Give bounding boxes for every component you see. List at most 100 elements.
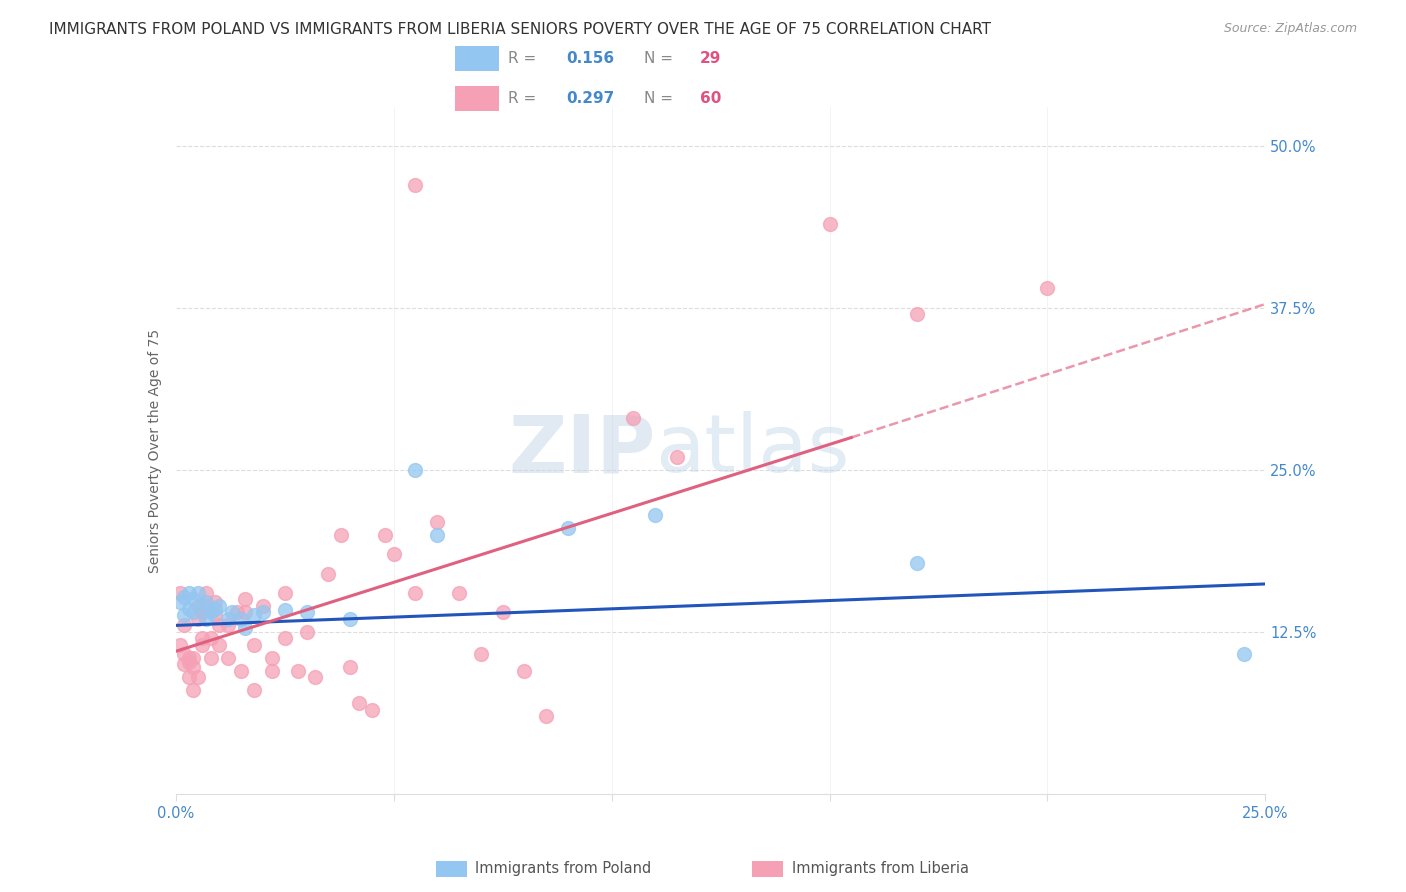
Point (200, 650, 222, 665)
Point (252, 599, 274, 613)
Text: 0.297: 0.297 (567, 91, 614, 105)
Point (295, 606, 318, 620)
Point (470, 647, 492, 661)
Point (644, 508, 666, 523)
Text: Immigrants from Poland: Immigrants from Poland (475, 862, 651, 876)
Point (208, 638, 231, 652)
Y-axis label: Seniors Poverty Over the Age of 75: Seniors Poverty Over the Age of 75 (148, 328, 162, 573)
Point (405, 586, 427, 600)
Point (204, 608, 226, 623)
Point (177, 670, 200, 684)
Point (181, 650, 204, 665)
Text: R =: R = (508, 52, 541, 66)
Text: ZIP: ZIP (508, 411, 655, 490)
Point (208, 618, 231, 632)
Point (252, 606, 274, 620)
Bar (456, 46, 499, 71)
Point (295, 624, 318, 639)
Point (177, 586, 200, 600)
Point (243, 638, 266, 652)
Point (274, 586, 297, 600)
Point (235, 592, 257, 607)
Point (181, 592, 204, 607)
Point (231, 664, 253, 678)
Point (200, 606, 222, 620)
Point (177, 655, 200, 669)
Point (173, 657, 195, 672)
Point (260, 664, 283, 678)
Point (173, 608, 195, 623)
Point (181, 660, 204, 674)
Point (169, 595, 191, 609)
Point (621, 411, 644, 425)
Point (405, 463, 427, 477)
Point (195, 586, 218, 600)
Point (186, 586, 209, 600)
Text: N =: N = (644, 91, 678, 105)
Point (186, 599, 209, 613)
Point (339, 612, 361, 626)
Text: 0.156: 0.156 (567, 52, 614, 66)
Point (1036, 281, 1059, 295)
Point (492, 606, 515, 620)
Point (534, 709, 557, 723)
Point (360, 703, 382, 717)
Point (235, 606, 257, 620)
Point (382, 547, 405, 561)
Point (818, 217, 841, 231)
Point (426, 527, 449, 541)
Text: N =: N = (644, 52, 678, 66)
Point (186, 670, 209, 684)
Point (217, 650, 239, 665)
Point (173, 647, 195, 661)
Point (557, 521, 579, 535)
Point (287, 664, 309, 678)
Text: atlas: atlas (655, 411, 849, 490)
Point (191, 599, 214, 613)
Point (347, 696, 370, 710)
Point (374, 527, 396, 541)
Point (330, 527, 353, 541)
Bar (456, 86, 499, 111)
Point (447, 586, 470, 600)
Point (221, 606, 243, 620)
Point (169, 586, 191, 600)
Point (243, 683, 266, 698)
Point (200, 632, 222, 646)
Point (426, 515, 449, 529)
Point (225, 606, 247, 620)
Point (195, 612, 218, 626)
Point (304, 670, 326, 684)
Point (274, 632, 297, 646)
Point (260, 650, 283, 665)
Point (231, 612, 253, 626)
Point (905, 556, 928, 570)
Point (204, 601, 226, 615)
Point (243, 608, 266, 623)
Point (186, 612, 209, 626)
Point (905, 307, 928, 321)
Text: IMMIGRANTS FROM POLAND VS IMMIGRANTS FROM LIBERIA SENIORS POVERTY OVER THE AGE O: IMMIGRANTS FROM POLAND VS IMMIGRANTS FRO… (49, 22, 991, 37)
Point (195, 599, 218, 613)
Point (173, 618, 195, 632)
Text: R =: R = (508, 91, 541, 105)
Point (318, 566, 340, 581)
Point (235, 621, 257, 635)
Bar (752, 861, 783, 877)
Point (169, 638, 191, 652)
Point (204, 595, 226, 609)
Bar (436, 861, 467, 877)
Point (666, 450, 689, 464)
Text: 60: 60 (700, 91, 721, 105)
Point (173, 590, 195, 604)
Point (177, 601, 200, 615)
Point (181, 683, 204, 698)
Point (513, 664, 536, 678)
Text: Source: ZipAtlas.com: Source: ZipAtlas.com (1223, 22, 1357, 36)
Point (217, 612, 239, 626)
Point (405, 178, 427, 192)
Point (191, 638, 214, 652)
Point (339, 660, 361, 674)
Point (177, 650, 200, 665)
Point (191, 606, 214, 620)
